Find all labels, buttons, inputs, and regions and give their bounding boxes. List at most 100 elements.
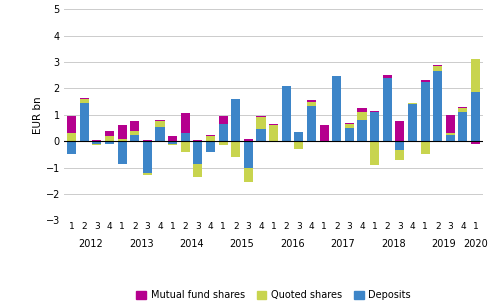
Bar bbox=[294, 141, 303, 149]
Bar bbox=[357, 120, 366, 141]
Bar bbox=[155, 120, 165, 121]
Bar bbox=[193, 164, 203, 177]
Bar bbox=[332, 76, 341, 141]
Bar bbox=[231, 141, 240, 157]
Bar bbox=[433, 65, 442, 66]
Bar bbox=[458, 108, 467, 112]
Bar bbox=[282, 86, 291, 141]
Bar bbox=[357, 112, 366, 120]
Bar bbox=[408, 104, 417, 141]
Text: 2012: 2012 bbox=[78, 239, 103, 249]
Text: 2019: 2019 bbox=[432, 239, 457, 249]
Bar bbox=[143, 141, 152, 173]
Bar bbox=[421, 141, 429, 154]
Bar bbox=[458, 112, 467, 141]
Bar bbox=[357, 108, 366, 112]
Bar bbox=[168, 141, 177, 144]
Bar bbox=[294, 132, 303, 141]
Bar bbox=[307, 100, 316, 102]
Bar bbox=[130, 131, 140, 135]
Bar bbox=[433, 66, 442, 71]
Bar bbox=[206, 135, 215, 136]
Text: 2016: 2016 bbox=[280, 239, 305, 249]
Bar bbox=[130, 135, 140, 141]
Bar bbox=[143, 140, 152, 141]
Bar bbox=[383, 78, 392, 141]
Text: 2015: 2015 bbox=[230, 239, 254, 249]
Bar bbox=[244, 167, 253, 182]
Bar bbox=[206, 136, 215, 141]
Bar bbox=[370, 112, 379, 141]
Bar bbox=[118, 141, 127, 164]
Bar bbox=[370, 141, 379, 165]
Bar bbox=[181, 114, 190, 133]
Bar bbox=[307, 106, 316, 141]
Text: 2014: 2014 bbox=[179, 239, 204, 249]
Bar bbox=[118, 139, 127, 141]
Bar bbox=[319, 125, 329, 141]
Legend: Mutual fund shares, Quoted shares, Deposits: Mutual fund shares, Quoted shares, Depos… bbox=[132, 286, 415, 304]
Bar bbox=[244, 141, 253, 167]
Text: 2017: 2017 bbox=[331, 239, 355, 249]
Bar bbox=[269, 141, 278, 143]
Bar bbox=[256, 118, 266, 129]
Bar bbox=[471, 92, 480, 141]
Bar bbox=[244, 139, 253, 141]
Bar bbox=[105, 141, 114, 144]
Bar bbox=[256, 116, 266, 118]
Bar bbox=[206, 141, 215, 152]
Bar bbox=[269, 124, 278, 125]
Y-axis label: EUR bn: EUR bn bbox=[33, 96, 43, 133]
Bar bbox=[105, 131, 114, 136]
Bar bbox=[92, 144, 102, 145]
Bar bbox=[67, 116, 76, 133]
Bar bbox=[471, 141, 480, 144]
Text: 2013: 2013 bbox=[129, 239, 153, 249]
Bar bbox=[155, 121, 165, 127]
Bar bbox=[446, 133, 455, 135]
Bar bbox=[193, 140, 203, 141]
Bar bbox=[421, 82, 429, 141]
Bar bbox=[307, 102, 316, 106]
Bar bbox=[345, 128, 354, 141]
Bar bbox=[458, 107, 467, 108]
Bar bbox=[370, 111, 379, 112]
Bar bbox=[269, 125, 278, 141]
Bar bbox=[383, 75, 392, 78]
Bar bbox=[471, 59, 480, 92]
Bar bbox=[395, 141, 404, 150]
Bar bbox=[433, 71, 442, 141]
Bar bbox=[181, 141, 190, 152]
Bar bbox=[345, 123, 354, 124]
Text: 2020: 2020 bbox=[463, 239, 488, 249]
Bar bbox=[383, 141, 392, 143]
Bar bbox=[92, 140, 102, 141]
Bar bbox=[395, 121, 404, 141]
Bar bbox=[118, 125, 127, 139]
Bar bbox=[80, 103, 89, 141]
Bar bbox=[67, 141, 76, 154]
Bar bbox=[446, 115, 455, 133]
Bar bbox=[408, 103, 417, 104]
Bar bbox=[345, 124, 354, 128]
Bar bbox=[80, 99, 89, 103]
Bar bbox=[130, 121, 140, 131]
Bar bbox=[168, 144, 177, 145]
Bar bbox=[92, 141, 102, 144]
Bar bbox=[181, 133, 190, 141]
Bar bbox=[67, 133, 76, 141]
Bar bbox=[218, 124, 228, 141]
Bar bbox=[155, 127, 165, 141]
Bar bbox=[446, 135, 455, 141]
Bar bbox=[395, 150, 404, 160]
Bar bbox=[231, 99, 240, 141]
Bar bbox=[218, 116, 228, 124]
Bar bbox=[421, 80, 429, 82]
Bar bbox=[143, 173, 152, 175]
Bar bbox=[256, 129, 266, 141]
Bar bbox=[80, 98, 89, 99]
Bar bbox=[193, 141, 203, 164]
Text: 2018: 2018 bbox=[381, 239, 406, 249]
Bar bbox=[218, 141, 228, 145]
Bar bbox=[168, 136, 177, 141]
